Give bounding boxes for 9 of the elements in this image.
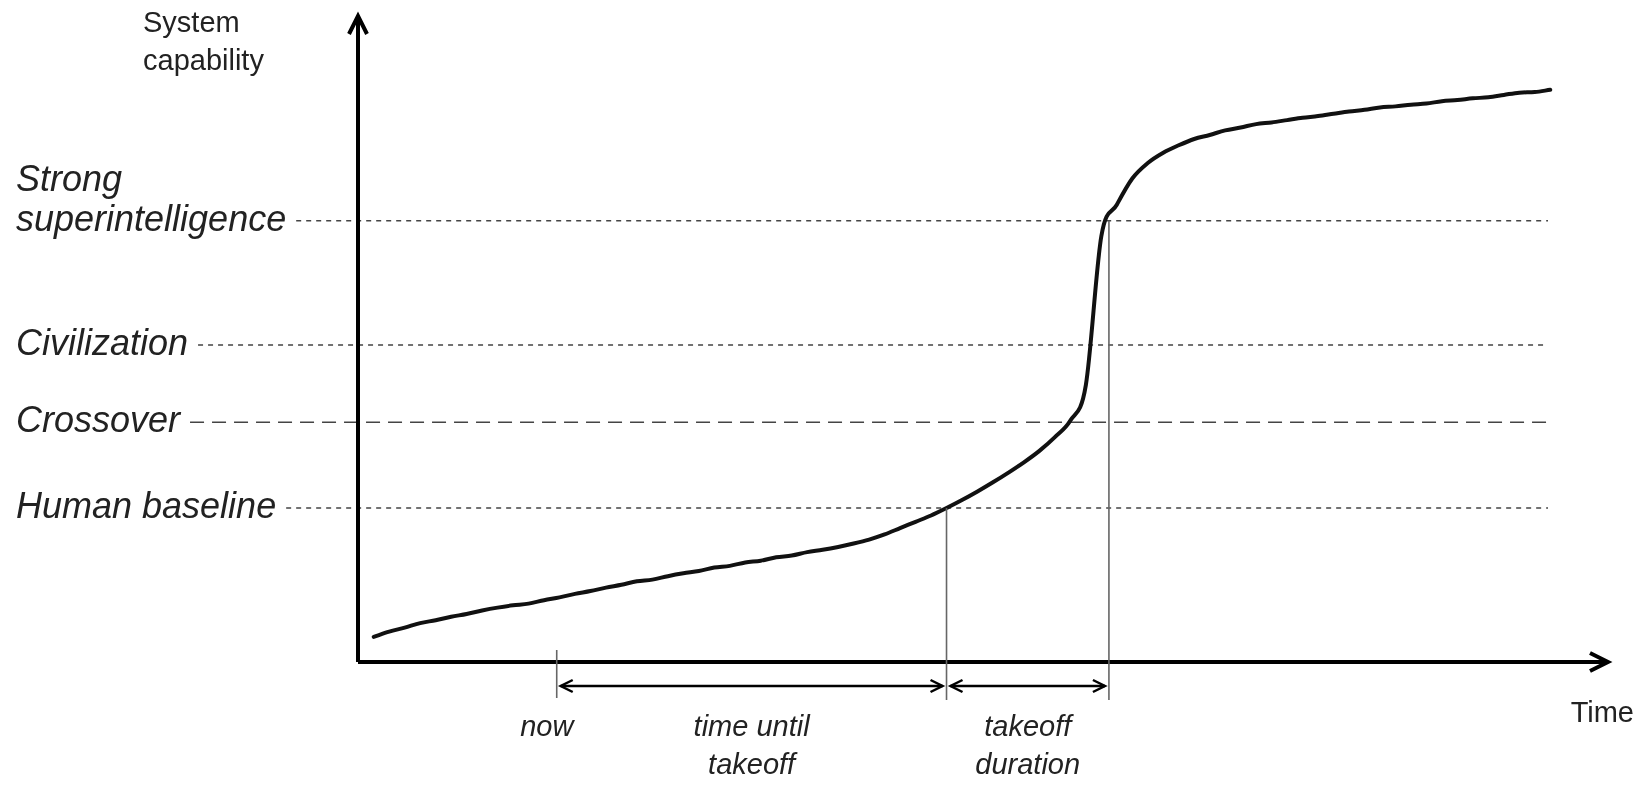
text: takeoff duration	[975, 710, 1081, 781]
ref-line-label: Strong superintelligence	[16, 157, 287, 239]
ref-line-label: Human baseline	[16, 485, 277, 527]
y-axis-title: System capability	[143, 6, 265, 76]
x-axis-title: Time	[1570, 696, 1634, 728]
ref-line-label: Civilization	[16, 322, 189, 363]
text: time until takeoff	[693, 710, 812, 781]
text: now	[520, 710, 576, 743]
ref-line-label: Crossover	[16, 399, 183, 441]
